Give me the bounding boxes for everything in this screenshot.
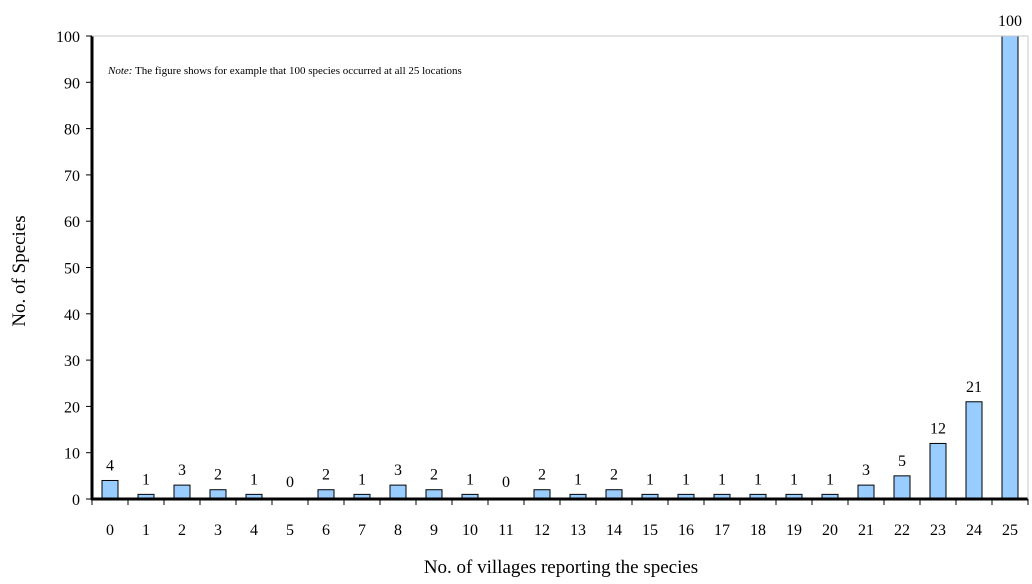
x-tick-label: 0 xyxy=(106,522,114,539)
x-tick-label: 21 xyxy=(858,522,874,539)
bar xyxy=(929,442,947,500)
y-tick-label: 100 xyxy=(56,29,80,46)
x-tick-label: 8 xyxy=(394,522,402,539)
y-tick-label: 90 xyxy=(64,75,80,92)
bar xyxy=(173,484,191,500)
x-tick-label: 14 xyxy=(606,522,622,539)
data-label: 1 xyxy=(826,471,834,488)
y-tick-label: 20 xyxy=(64,399,80,416)
y-tick-label: 30 xyxy=(64,353,80,370)
data-label: 1 xyxy=(250,471,258,488)
x-tick-label: 24 xyxy=(966,522,982,539)
data-label: 1 xyxy=(682,471,690,488)
data-label: 1 xyxy=(646,471,654,488)
x-tick-label: 2 xyxy=(178,522,186,539)
x-tick-label: 19 xyxy=(786,522,802,539)
bars xyxy=(101,35,1019,500)
bar xyxy=(893,475,911,500)
x-tick-label: 4 xyxy=(250,522,258,539)
y-tick-label: 0 xyxy=(72,492,80,509)
data-label: 2 xyxy=(538,467,546,484)
x-tick-label: 20 xyxy=(822,522,838,539)
x-axis-ticks: 0 1 2 3 4 5 6 7 8 9 10 11 12 13 14 15 16 17 18 19 20 21 22 23 24… xyxy=(91,499,1029,539)
data-label: 1 xyxy=(574,471,582,488)
y-tick-label: 60 xyxy=(64,214,80,231)
data-label: 4 xyxy=(106,457,114,474)
data-label: 1 xyxy=(466,471,474,488)
x-tick-label: 3 xyxy=(214,522,222,539)
note-prefix: Note: xyxy=(107,65,132,77)
y-axis-ticks: 0 10 20 30 40 50 60 70 80 90 100 xyxy=(56,29,92,509)
data-label: 1 xyxy=(142,471,150,488)
y-tick-label: 10 xyxy=(64,446,80,463)
x-tick-label: 7 xyxy=(358,522,366,539)
y-axis-title: No. of Species xyxy=(9,215,30,326)
data-label: 1 xyxy=(790,471,798,488)
data-label: 1 xyxy=(358,471,366,488)
x-axis-title: No. of villages reporting the species xyxy=(424,557,698,578)
note-text: The figure shows for example that 100 sp… xyxy=(132,65,461,77)
x-tick-label: 10 xyxy=(462,522,478,539)
y-tick-label: 70 xyxy=(64,168,80,185)
x-tick-label: 5 xyxy=(286,522,294,539)
data-label: 2 xyxy=(214,467,222,484)
data-label: 2 xyxy=(430,467,438,484)
y-tick-label: 40 xyxy=(64,307,80,324)
x-tick-label: 25 xyxy=(1002,522,1018,539)
bar xyxy=(101,479,119,500)
x-tick-label: 9 xyxy=(430,522,438,539)
x-tick-label: 15 xyxy=(642,522,658,539)
x-tick-label: 13 xyxy=(570,522,586,539)
data-label: 12 xyxy=(930,420,946,437)
x-tick-label: 12 xyxy=(534,522,550,539)
x-tick-label: 16 xyxy=(678,522,694,539)
x-tick-label: 23 xyxy=(930,522,946,539)
x-tick-label: 11 xyxy=(498,522,513,539)
x-tick-label: 1 xyxy=(142,522,150,539)
data-label: 3 xyxy=(862,462,870,479)
data-label: 1 xyxy=(754,471,762,488)
data-label: 3 xyxy=(178,462,186,479)
data-label: 2 xyxy=(322,467,330,484)
y-tick-label: 80 xyxy=(64,122,80,139)
bar xyxy=(1001,35,1019,500)
data-label: 100 xyxy=(998,13,1022,30)
data-label: 3 xyxy=(394,462,402,479)
data-label: 1 xyxy=(718,471,726,488)
x-tick-label: 6 xyxy=(322,522,330,539)
chart-note: Note: The figure shows for example that … xyxy=(107,65,462,77)
bar xyxy=(965,401,983,500)
data-label: 21 xyxy=(966,379,982,396)
data-label: 5 xyxy=(898,453,906,470)
bar xyxy=(389,484,407,500)
y-tick-label: 50 xyxy=(64,261,80,278)
bar xyxy=(857,484,875,500)
data-label: 2 xyxy=(610,467,618,484)
data-label: 0 xyxy=(286,474,294,491)
x-tick-label: 17 xyxy=(714,522,730,539)
x-tick-label: 22 xyxy=(894,522,910,539)
x-tick-label: 18 xyxy=(750,522,766,539)
data-label: 0 xyxy=(502,474,510,491)
